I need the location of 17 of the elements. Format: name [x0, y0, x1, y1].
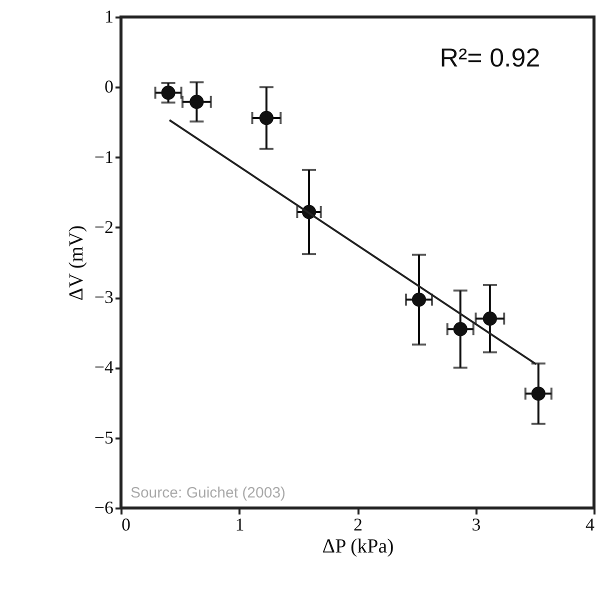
annotation: R²= 0.92: [440, 42, 540, 73]
x-tick-label: 2: [354, 514, 362, 534]
y-axis-title: ΔV (mV): [65, 225, 88, 301]
y-tick-label: 1: [104, 6, 114, 26]
y-tick-label: −3: [94, 287, 114, 308]
x-tick-label: 3: [472, 514, 481, 534]
y-tick-label: −4: [94, 357, 114, 378]
annotation: Source: Guichet (2003): [130, 484, 286, 502]
y-tick-label: 0: [104, 76, 114, 97]
y-tick-label: −1: [94, 146, 114, 167]
y-tick-label: −5: [94, 427, 114, 448]
y-tick-label: −2: [94, 216, 114, 237]
y-tick-label: −6: [94, 498, 114, 518]
x-tick-label: 1: [235, 514, 244, 534]
x-tick-label: 4: [586, 514, 594, 534]
x-axis-title: ΔP (kPa): [322, 536, 394, 558]
x-tick-label: 0: [122, 514, 130, 534]
